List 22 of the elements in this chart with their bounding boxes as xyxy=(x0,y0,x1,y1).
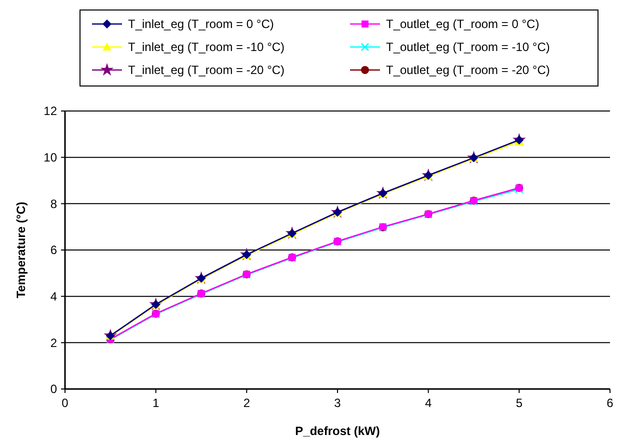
y-tick-label: 0 xyxy=(50,382,58,396)
x-tick-label: 6 xyxy=(606,396,614,410)
legend-label: T_inlet_eg (T_room = -10 °C) xyxy=(128,40,285,54)
legend-label: T_outlet_eg (T_room = -10 °C) xyxy=(386,40,550,54)
x-tick-label: 1 xyxy=(152,396,160,410)
x-tick-label: 4 xyxy=(424,396,432,410)
x-axis-title: P_defrost (kW) xyxy=(295,424,380,438)
x-tick-label: 2 xyxy=(243,396,250,410)
legend-label: T_outlet_eg (T_room = 0 °C) xyxy=(386,17,540,32)
y-tick-label: 10 xyxy=(44,150,58,165)
x-tick-label: 3 xyxy=(334,396,342,410)
legend-label: T_outlet_eg (T_room = -20 °C) xyxy=(386,63,550,78)
x-tick-label: 5 xyxy=(516,396,523,410)
y-tick-label: 12 xyxy=(44,104,58,118)
y-tick-label: 6 xyxy=(50,243,58,258)
y-tick-label: 4 xyxy=(50,290,58,304)
y-axis-title: Temperature (°C) xyxy=(14,202,28,298)
legend-label: T_inlet_eg (T_room = 0 °C) xyxy=(128,17,274,32)
legend-label: T_inlet_eg (T_room = -20 °C) xyxy=(128,63,285,78)
y-tick-label: 8 xyxy=(50,196,58,211)
x-tick-label: 0 xyxy=(62,396,69,410)
y-tick-label: 2 xyxy=(50,336,58,350)
